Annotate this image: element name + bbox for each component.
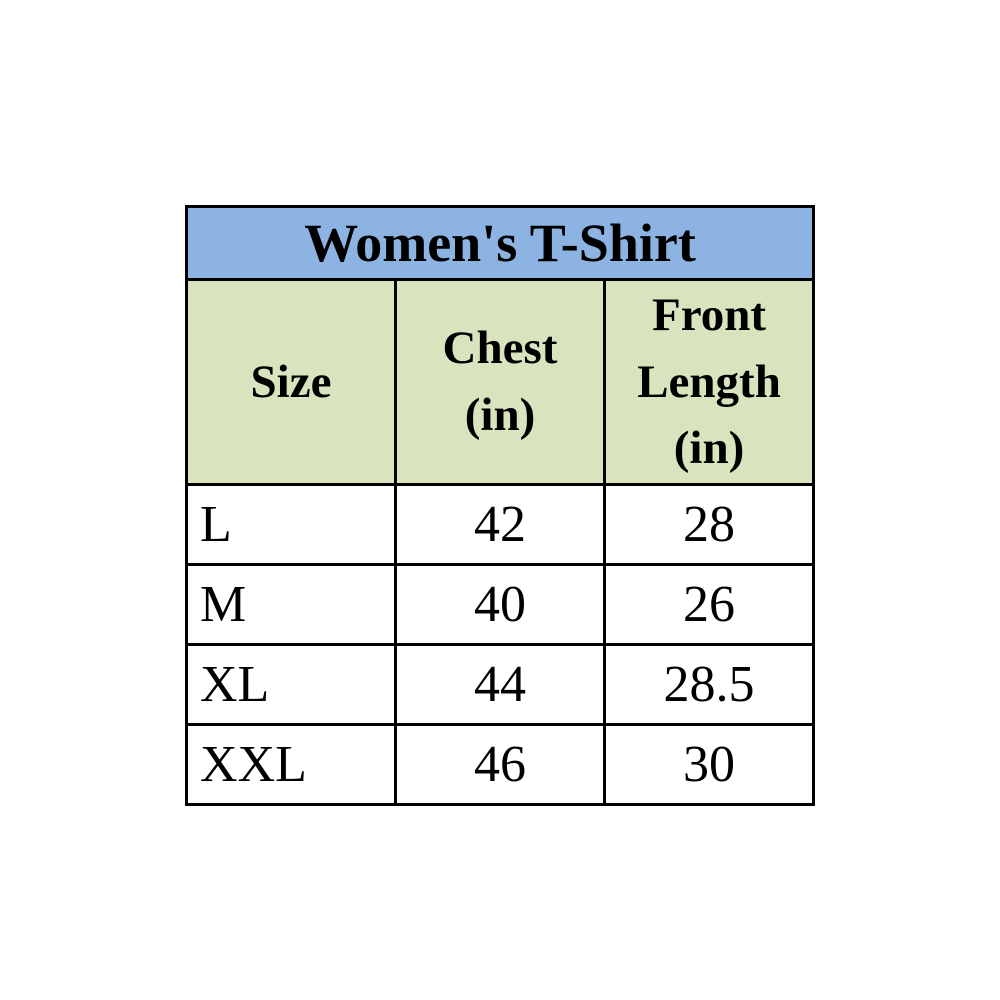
size-value: M	[185, 563, 397, 646]
size-value: L	[185, 483, 397, 566]
size-value: XXL	[185, 723, 397, 806]
front-length-value: 30	[602, 723, 816, 806]
table-title: Women's T-Shirt	[184, 205, 816, 281]
column-header-front-length: Front Length (in)	[602, 278, 816, 486]
chest-value: 46	[394, 723, 606, 806]
table-row: XL 44 28.5	[185, 643, 816, 726]
column-header-size: Size	[185, 278, 397, 486]
table-row: XXL 46 30	[185, 723, 816, 806]
column-header-chest: Chest (in)	[394, 278, 606, 486]
front-length-value: 28	[602, 483, 816, 566]
front-length-value: 26	[602, 563, 816, 646]
front-length-value: 28.5	[602, 643, 816, 726]
table-row: L 42 28	[185, 483, 816, 566]
chest-value: 44	[394, 643, 606, 726]
size-chart-table: Women's T-Shirt Size Chest (in) Front Le…	[184, 205, 816, 806]
size-value: XL	[185, 643, 397, 726]
table-row: M 40 26	[185, 563, 816, 646]
table-title-row: Women's T-Shirt	[184, 205, 816, 281]
chest-value: 40	[394, 563, 606, 646]
table-header-row: Size Chest (in) Front Length (in)	[185, 278, 816, 486]
chest-value: 42	[394, 483, 606, 566]
